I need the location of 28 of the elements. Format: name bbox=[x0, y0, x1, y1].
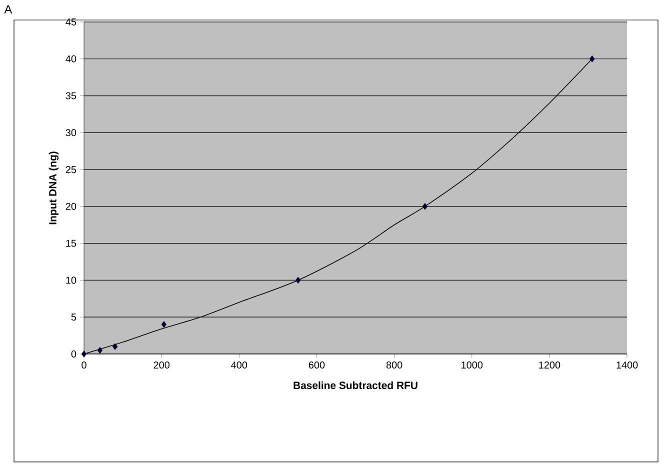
point bbox=[590, 55, 595, 62]
x-tick-label: 400 bbox=[231, 362, 248, 369]
y-tick-label: 0 bbox=[71, 350, 76, 358]
x-tick-label: 600 bbox=[308, 362, 325, 369]
x-tick-label: 0 bbox=[82, 362, 86, 369]
y-tick-label: 30 bbox=[66, 129, 76, 136]
y-axis-title: Input DNA (ng) bbox=[48, 152, 59, 224]
point bbox=[81, 350, 87, 358]
y-tick-label: 20 bbox=[66, 202, 76, 210]
x-tick-label: 800 bbox=[386, 362, 402, 369]
y-tick-label: 25 bbox=[66, 166, 76, 174]
y-tick-label: 15 bbox=[66, 240, 76, 247]
x-tick-label: 1400 bbox=[616, 362, 638, 369]
y-tick-label: 40 bbox=[66, 55, 76, 62]
point bbox=[296, 276, 301, 284]
y-tick-label: 35 bbox=[66, 92, 76, 100]
y-tick-label: 5 bbox=[71, 314, 76, 321]
y-tick-label: 45 bbox=[66, 18, 76, 26]
chart-title: A bbox=[4, 5, 12, 14]
x-tick-label: 1000 bbox=[462, 362, 483, 369]
point bbox=[161, 321, 167, 328]
x-tick-label: 200 bbox=[154, 362, 170, 369]
point bbox=[422, 203, 428, 210]
point bbox=[112, 343, 118, 350]
x-tick-label: 1200 bbox=[539, 362, 560, 369]
x-axis-title: Baseline Subtracted RFU bbox=[294, 381, 418, 390]
y-tick-label: 10 bbox=[66, 276, 76, 284]
point bbox=[97, 346, 103, 354]
